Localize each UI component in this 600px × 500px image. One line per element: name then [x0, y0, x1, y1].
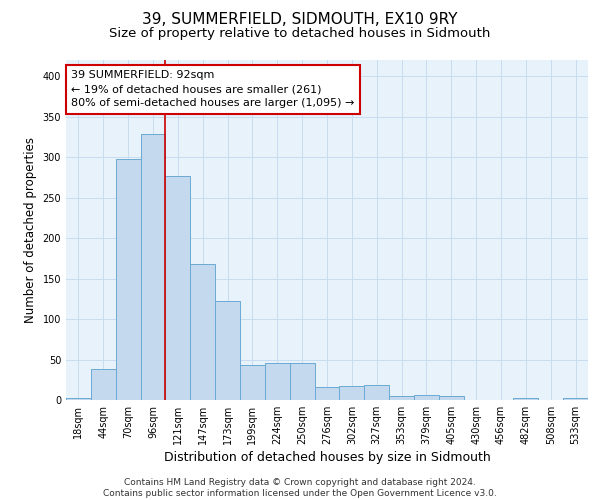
Bar: [314, 387, 340, 400]
Bar: [66, 398, 91, 400]
Bar: [166, 176, 190, 400]
Bar: [389, 396, 414, 400]
Bar: [364, 384, 389, 400]
Bar: [240, 365, 265, 400]
Bar: [91, 369, 116, 400]
Bar: [514, 398, 538, 400]
Bar: [140, 134, 166, 400]
Bar: [190, 264, 215, 400]
Bar: [290, 363, 314, 400]
Text: Size of property relative to detached houses in Sidmouth: Size of property relative to detached ho…: [109, 28, 491, 40]
Bar: [563, 398, 588, 400]
Bar: [265, 363, 290, 400]
Bar: [414, 395, 439, 400]
X-axis label: Distribution of detached houses by size in Sidmouth: Distribution of detached houses by size …: [164, 451, 490, 464]
Text: 39, SUMMERFIELD, SIDMOUTH, EX10 9RY: 39, SUMMERFIELD, SIDMOUTH, EX10 9RY: [142, 12, 458, 28]
Bar: [439, 396, 464, 400]
Y-axis label: Number of detached properties: Number of detached properties: [24, 137, 37, 323]
Bar: [215, 301, 240, 400]
Text: Contains HM Land Registry data © Crown copyright and database right 2024.
Contai: Contains HM Land Registry data © Crown c…: [103, 478, 497, 498]
Bar: [116, 159, 140, 400]
Text: 39 SUMMERFIELD: 92sqm
← 19% of detached houses are smaller (261)
80% of semi-det: 39 SUMMERFIELD: 92sqm ← 19% of detached …: [71, 70, 355, 108]
Bar: [340, 386, 364, 400]
